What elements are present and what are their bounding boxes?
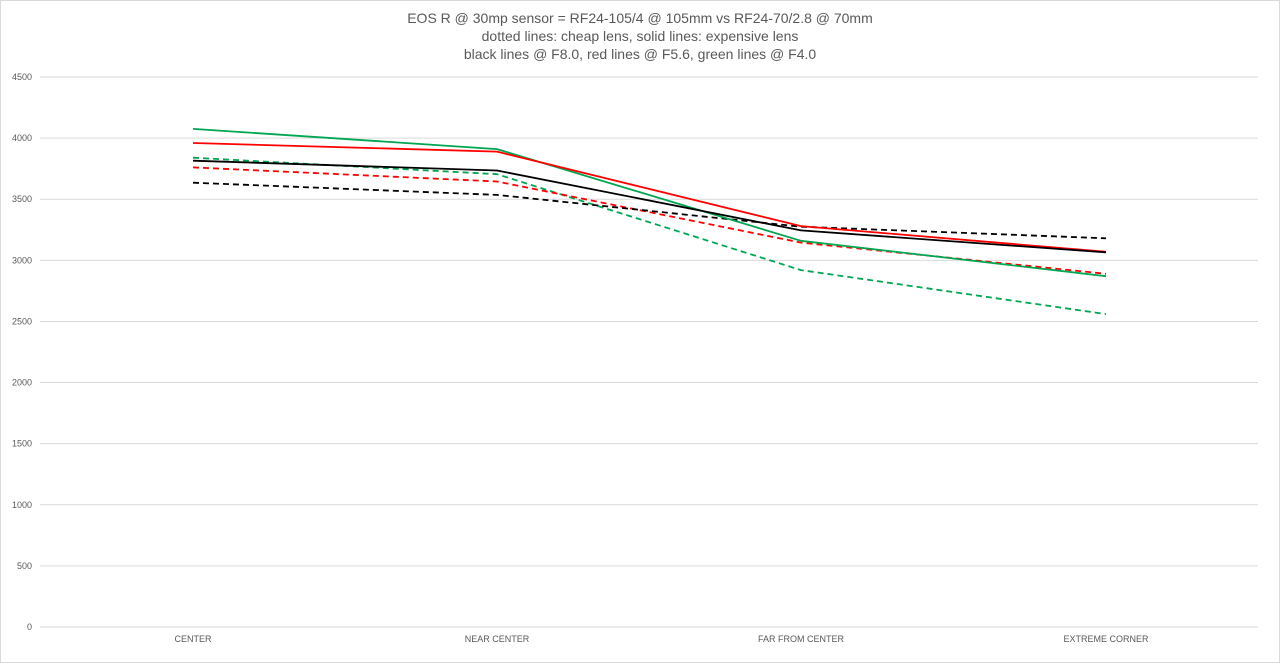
y-tick-label: 1500 [12,439,32,449]
y-tick-label: 4500 [12,72,32,82]
y-axis-ticks: 0 500 1000 1500 2000 2500 3000 3500 4000 4500 [12,72,32,632]
grid-layer [40,76,1258,628]
series-line-1 [192,142,1107,253]
y-tick-label: 4000 [12,133,32,143]
chart-title-line-1: EOS R @ 30mp sensor = RF24-105/4 @ 105mm… [407,10,873,26]
x-tick-label: CENTER [174,634,212,644]
chart-title-line-3: black lines @ F8.0, red lines @ F5.6, gr… [463,46,817,62]
y-tick-label: 3500 [12,194,32,204]
series-layer [192,128,1107,315]
chart-title: EOS R @ 30mp sensor = RF24-105/4 @ 105mm… [0,9,1280,63]
x-tick-label: NEAR CENTER [465,634,530,644]
series-line-2 [192,159,1107,254]
series-line-3 [192,156,1107,315]
y-tick-label: 1000 [12,500,32,510]
series-line-4 [192,166,1107,275]
y-tick-label: 500 [17,561,32,571]
x-tick-label: EXTREME CORNER [1063,634,1149,644]
series-line-0 [192,128,1107,278]
x-axis-ticks: CENTER NEAR CENTER FAR FROM CENTER EXTREME … [174,634,1149,644]
series-line-5 [192,181,1107,240]
x-tick-label: FAR FROM CENTER [758,634,845,644]
chart-title-line-2: dotted lines: cheap lens, solid lines: e… [481,28,799,44]
y-tick-label: 2000 [12,378,32,388]
y-tick-label: 3000 [12,255,32,265]
y-tick-label: 0 [27,622,32,632]
y-tick-label: 2500 [12,316,32,326]
